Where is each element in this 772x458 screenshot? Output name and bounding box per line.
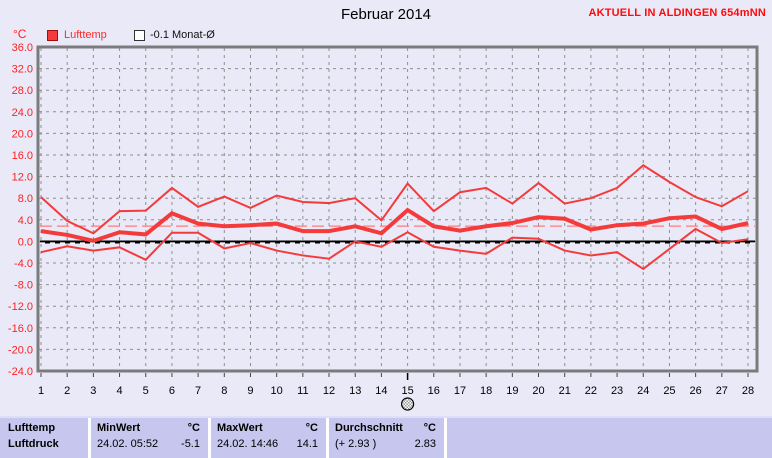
- svg-text:4.0: 4.0: [18, 215, 33, 227]
- svg-text:12: 12: [323, 385, 335, 397]
- grid-lines: [39, 48, 756, 370]
- svg-text:4: 4: [116, 385, 122, 397]
- svg-text:22: 22: [585, 385, 597, 397]
- svg-text:27: 27: [716, 385, 728, 397]
- monat-avg-swatch-icon: [134, 30, 145, 41]
- svg-text:7: 7: [195, 385, 201, 397]
- svg-text:20: 20: [532, 385, 544, 397]
- minwert-unit: °C: [187, 422, 200, 434]
- legend-lufttemp-label: Lufttemp: [64, 29, 107, 41]
- legend-monat-avg-label: -0.1 Monat-Ø: [150, 29, 215, 41]
- page-title: Februar 2014: [340, 6, 432, 23]
- durchschnitt-value: 2.83: [414, 438, 436, 450]
- y-axis-tick-labels: 36.0 32.0 28.0 24.0 20.0 16.0 12.0 8.0 4.0 0.0 -4.…: [8, 42, 33, 378]
- svg-text:-4.0: -4.0: [14, 258, 33, 270]
- svg-text:5: 5: [143, 385, 149, 397]
- svg-text:-20.0: -20.0: [8, 344, 33, 356]
- svg-text:28.0: 28.0: [12, 85, 33, 97]
- station-label: AKTUELL IN ALDINGEN 654mNN: [588, 7, 766, 19]
- series-line-0: [40, 164, 749, 235]
- svg-text:3: 3: [90, 385, 96, 397]
- temperature-line-chart: 36.0 32.0 28.0 24.0 20.0 16.0 12.0 8.0 4.0 0.0 -4.…: [8, 42, 759, 411]
- maxwert-header: MaxWert: [217, 422, 263, 434]
- stats-table: Lufttemp Luftdruck MinWert °C 24.02. 05:…: [0, 416, 772, 458]
- stats-table-empty-area: [444, 418, 772, 458]
- svg-text:8.0: 8.0: [18, 193, 33, 205]
- minwert-header: MinWert: [97, 422, 141, 434]
- lufttemp-swatch-icon: [47, 30, 58, 41]
- svg-text:9: 9: [247, 385, 253, 397]
- svg-text:8: 8: [221, 385, 227, 397]
- svg-text:-12.0: -12.0: [8, 301, 33, 313]
- svg-text:12.0: 12.0: [12, 172, 33, 184]
- minwert-value: -5.1: [181, 438, 200, 450]
- svg-text:36.0: 36.0: [12, 42, 33, 54]
- svg-text:21: 21: [559, 385, 571, 397]
- svg-text:-8.0: -8.0: [14, 280, 33, 292]
- maxwert-datetime: 24.02. 14:46: [217, 438, 279, 450]
- svg-text:6: 6: [169, 385, 175, 397]
- stats-table-label-column: Lufttemp Luftdruck: [0, 418, 88, 458]
- svg-text:13: 13: [349, 385, 361, 397]
- svg-text:24.0: 24.0: [12, 107, 33, 119]
- svg-text:1: 1: [38, 385, 44, 397]
- svg-text:11: 11: [297, 385, 308, 397]
- svg-text:10: 10: [271, 385, 283, 397]
- svg-text:17: 17: [454, 385, 466, 397]
- y-axis-unit-label: °C: [13, 27, 27, 41]
- row-label-clipped: Luftdruck: [8, 438, 59, 450]
- svg-text:19: 19: [506, 385, 518, 397]
- x-axis-tick-labels: 1 2 3 4 5 6 7 8 9 10 11 12 13 14 15 16 17 18 19 20 21 22 23 24 2…: [38, 373, 754, 397]
- svg-text:25: 25: [663, 385, 675, 397]
- svg-text:26: 26: [690, 385, 702, 397]
- svg-text:15: 15: [401, 385, 413, 397]
- stats-maxwert-column: MaxWert °C 24.02. 14:46 14.1: [208, 418, 326, 458]
- maxwert-value: 14.1: [296, 438, 318, 450]
- moon-phase-icon: [400, 397, 415, 411]
- stats-minwert-column: MinWert °C 24.02. 05:52 -5.1: [88, 418, 208, 458]
- svg-text:14: 14: [375, 385, 387, 397]
- svg-text:2: 2: [64, 385, 70, 397]
- svg-text:18: 18: [480, 385, 492, 397]
- durchschnitt-deviation: (+ 2.93 ): [335, 438, 377, 450]
- svg-text:16.0: 16.0: [12, 150, 33, 162]
- svg-text:-24.0: -24.0: [8, 366, 33, 378]
- durchschnitt-unit: °C: [423, 422, 436, 434]
- durchschnitt-header: Durchschnitt: [335, 422, 403, 434]
- row-label-lufttemp: Lufttemp: [8, 422, 56, 434]
- plot-border: [36, 45, 759, 373]
- svg-text:23: 23: [611, 385, 623, 397]
- svg-text:24: 24: [637, 385, 649, 397]
- series-line-2: [40, 227, 749, 271]
- maxwert-unit: °C: [305, 422, 318, 434]
- series-line-1: [40, 207, 749, 243]
- svg-text:0.0: 0.0: [18, 236, 33, 248]
- svg-text:32.0: 32.0: [12, 64, 33, 76]
- svg-text:28: 28: [742, 385, 754, 397]
- svg-text:16: 16: [428, 385, 440, 397]
- svg-text:20.0: 20.0: [12, 128, 33, 140]
- minwert-datetime: 24.02. 05:52: [97, 438, 159, 450]
- stats-durchschnitt-column: Durchschnitt °C (+ 2.93 ) 2.83: [326, 418, 444, 458]
- svg-text:-16.0: -16.0: [8, 323, 33, 335]
